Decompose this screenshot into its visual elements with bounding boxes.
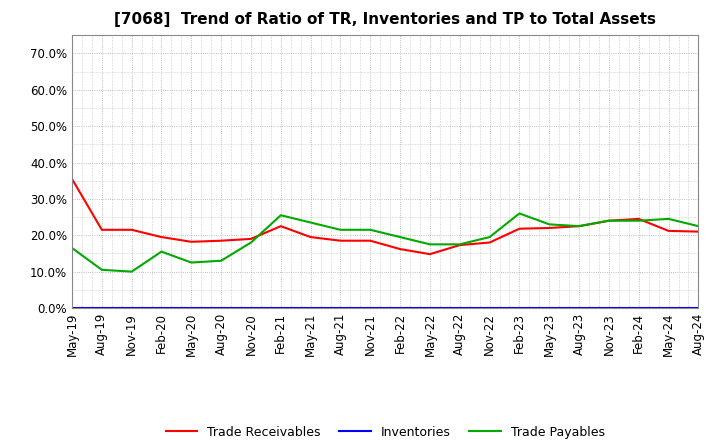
Trade Payables — [456, 242, 464, 247]
Inventories — [515, 305, 523, 311]
Trade Payables — [515, 211, 523, 216]
Trade Payables — [665, 216, 673, 221]
Trade Receivables — [247, 236, 256, 242]
Trade Receivables — [306, 235, 315, 240]
Trade Payables — [545, 222, 554, 227]
Trade Receivables — [665, 228, 673, 234]
Trade Payables — [336, 227, 345, 232]
Trade Receivables — [485, 240, 494, 245]
Trade Payables — [366, 227, 374, 232]
Trade Payables — [605, 218, 613, 224]
Trade Receivables — [336, 238, 345, 243]
Inventories — [485, 305, 494, 311]
Trade Payables — [694, 224, 703, 229]
Trade Receivables — [396, 246, 405, 252]
Inventories — [366, 305, 374, 311]
Inventories — [157, 305, 166, 311]
Trade Receivables — [456, 242, 464, 248]
Trade Receivables — [127, 227, 136, 232]
Trade Payables — [485, 235, 494, 240]
Inventories — [68, 305, 76, 311]
Inventories — [97, 305, 106, 311]
Inventories — [634, 305, 643, 311]
Line: Trade Receivables: Trade Receivables — [72, 179, 698, 254]
Trade Receivables — [157, 235, 166, 240]
Inventories — [665, 305, 673, 311]
Trade Payables — [634, 218, 643, 224]
Trade Payables — [426, 242, 434, 247]
Inventories — [306, 305, 315, 311]
Inventories — [396, 305, 405, 311]
Trade Receivables — [515, 226, 523, 231]
Trade Receivables — [97, 227, 106, 232]
Inventories — [127, 305, 136, 311]
Trade Receivables — [605, 218, 613, 224]
Trade Payables — [157, 249, 166, 254]
Line: Trade Payables: Trade Payables — [72, 213, 698, 271]
Trade Receivables — [426, 252, 434, 257]
Trade Payables — [247, 240, 256, 245]
Trade Receivables — [366, 238, 374, 243]
Inventories — [187, 305, 196, 311]
Trade Receivables — [276, 224, 285, 229]
Trade Receivables — [634, 216, 643, 221]
Trade Receivables — [187, 239, 196, 245]
Inventories — [247, 305, 256, 311]
Legend: Trade Receivables, Inventories, Trade Payables: Trade Receivables, Inventories, Trade Pa… — [161, 421, 610, 440]
Trade Payables — [68, 246, 76, 251]
Trade Payables — [217, 258, 225, 264]
Trade Payables — [127, 269, 136, 274]
Inventories — [276, 305, 285, 311]
Trade Payables — [97, 267, 106, 272]
Trade Payables — [187, 260, 196, 265]
Inventories — [694, 305, 703, 311]
Trade Receivables — [68, 176, 76, 182]
Trade Payables — [575, 224, 583, 229]
Trade Receivables — [217, 238, 225, 243]
Inventories — [456, 305, 464, 311]
Inventories — [426, 305, 434, 311]
Trade Payables — [396, 235, 405, 240]
Trade Receivables — [545, 225, 554, 231]
Trade Payables — [306, 220, 315, 225]
Trade Receivables — [694, 229, 703, 234]
Inventories — [336, 305, 345, 311]
Inventories — [605, 305, 613, 311]
Trade Payables — [276, 213, 285, 218]
Inventories — [575, 305, 583, 311]
Inventories — [545, 305, 554, 311]
Inventories — [217, 305, 225, 311]
Title: [7068]  Trend of Ratio of TR, Inventories and TP to Total Assets: [7068] Trend of Ratio of TR, Inventories… — [114, 12, 656, 27]
Trade Receivables — [575, 224, 583, 229]
